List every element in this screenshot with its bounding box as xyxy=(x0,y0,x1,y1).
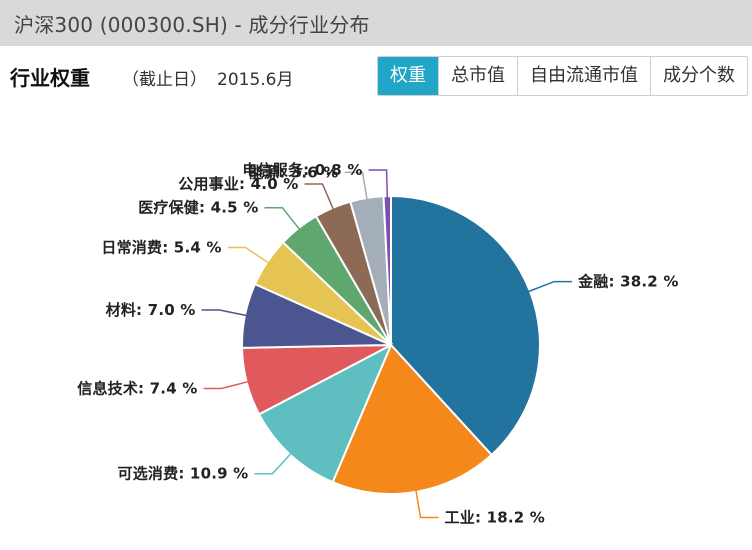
tab-free-float-market-cap[interactable]: 自由流通市值 xyxy=(517,57,650,95)
pie-leader-8 xyxy=(344,171,368,201)
tab-constituent-count[interactable]: 成分个数 xyxy=(650,57,747,95)
pie-label-0: 金融: 38.2 % xyxy=(577,273,678,291)
section-label: 行业权重 xyxy=(10,66,90,90)
pie-label-6: 医疗保健: 4.5 % xyxy=(138,199,258,217)
page-title: 沪深300 (000300.SH) - 成分行业分布 xyxy=(14,12,370,37)
pie-label-7: 公用事业: 4.0 % xyxy=(178,175,298,193)
metric-tabs: 权重 总市值 自由流通市值 成分个数 xyxy=(377,56,748,96)
pie-slices xyxy=(241,194,541,495)
pie-leader-2 xyxy=(254,452,292,475)
pie-chart-svg: 金融: 38.2 % 工业: 18.2 % 可选消费: 10.9 % 信息技术: 7.… xyxy=(77,161,678,526)
pie-chart: 金融: 38.2 % 工业: 18.2 % 可选消费: 10.9 % 信息技术: 7.… xyxy=(0,98,752,550)
page-title-bar: 沪深300 (000300.SH) - 成分行业分布 xyxy=(0,0,752,46)
pie-label-3: 信息技术: 7.4 % xyxy=(77,380,197,398)
pie-label-8: 能源: 3.6 % xyxy=(249,163,339,181)
as-of-date: （截止日） 2015.6月 xyxy=(122,65,303,90)
pie-labels: 金融: 38.2 % 工业: 18.2 % 可选消费: 10.9 % 信息技术: 7.… xyxy=(77,161,678,526)
as-of-label: （截止日） xyxy=(122,70,207,90)
pie-leader-9 xyxy=(368,169,389,199)
pie-leader-0 xyxy=(527,280,573,293)
pie-leader-1 xyxy=(415,489,439,519)
tab-weight[interactable]: 权重 xyxy=(378,57,438,95)
pie-leader-5 xyxy=(227,246,270,264)
as-of-value: 2015.6月 xyxy=(217,70,294,90)
pie-label-4: 材料: 7.0 % xyxy=(106,301,196,319)
pie-label-5: 日常消费: 5.4 % xyxy=(101,239,221,257)
pie-leader-4 xyxy=(201,309,248,317)
pie-label-2: 可选消费: 10.9 % xyxy=(118,465,249,483)
pie-leader-7 xyxy=(304,183,335,211)
pie-leader-3 xyxy=(203,380,249,390)
pie-label-9: 电信服务: 0.8 % xyxy=(242,161,362,179)
toolbar: 行业权重 （截止日） 2015.6月 权重 总市值 自由流通市值 成分个数 xyxy=(0,52,752,98)
tab-total-market-cap[interactable]: 总市值 xyxy=(438,57,517,95)
pie-leader-6 xyxy=(264,206,301,231)
pie-label-1: 工业: 18.2 % xyxy=(445,508,545,526)
